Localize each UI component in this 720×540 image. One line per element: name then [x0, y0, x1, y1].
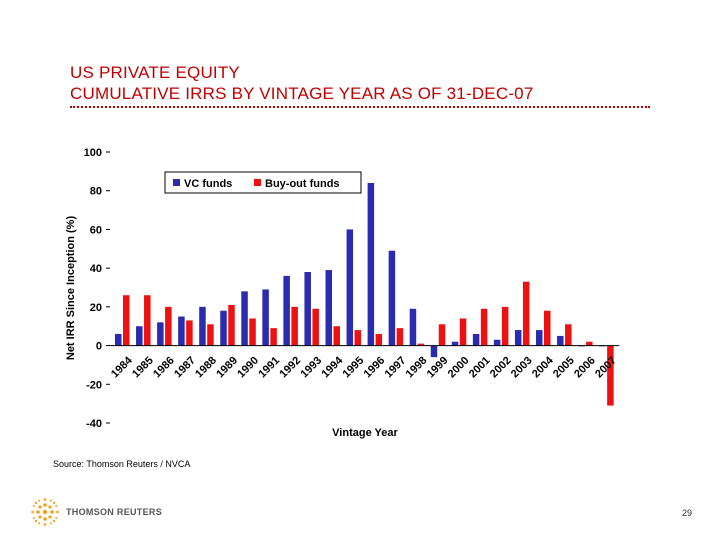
vc-bar-2000: [451, 341, 459, 346]
buyout-bar-1993: [312, 308, 319, 346]
vc-bar-2001: [472, 333, 480, 346]
vc-bar-2002: [493, 339, 501, 346]
x-tick-label-2005: 2005: [551, 355, 577, 381]
buyout-bar-1990: [249, 318, 256, 346]
buyout-bar-1986: [165, 306, 172, 346]
thomson-reuters-logo: THOMSON REUTERS: [30, 497, 162, 527]
vc-bar-1994: [325, 270, 332, 346]
buyout-bar-1992: [291, 306, 298, 346]
vc-bar-2003: [514, 330, 522, 346]
buyout-bar-2000: [459, 318, 467, 346]
buyout-bar-1989: [228, 304, 235, 346]
buyout-bar-1997: [396, 328, 404, 346]
x-tick-label-2003: 2003: [509, 355, 535, 381]
source-note: Source: Thomson Reuters / NVCA: [53, 459, 191, 469]
x-tick-label-2004: 2004: [530, 354, 556, 380]
buyout-bar-1985: [144, 295, 151, 346]
x-tick-label-1989: 1989: [214, 355, 240, 381]
y-tick-label: 40: [90, 263, 102, 275]
title-line-2: CUMULATIVE IRRS BY VINTAGE YEAR AS OF 31…: [70, 84, 534, 103]
vc-bar-1984: [115, 333, 122, 346]
y-tick-label: -40: [86, 418, 102, 430]
buyout-bar-2006: [586, 341, 593, 346]
x-tick-label-2002: 2002: [488, 355, 514, 381]
x-tick-label-1999: 1999: [425, 355, 451, 381]
page-number: 29: [681, 508, 692, 518]
buyout-bar-2002: [501, 306, 509, 346]
buyout-bar-1991: [270, 328, 277, 346]
buyout-bar-1999: [438, 324, 446, 346]
vc-bar-1987: [178, 316, 185, 346]
legend-label-vc: VC funds: [184, 178, 232, 190]
y-tick-label: -20: [86, 379, 102, 391]
buyout-bar-1995: [354, 330, 362, 346]
y-tick-label: 0: [96, 341, 102, 353]
vc-bar-1992: [283, 275, 290, 346]
page-title: US PRIVATE EQUITY CUMULATIVE IRRS BY VIN…: [70, 62, 534, 104]
vc-bar-1998: [409, 308, 417, 346]
y-tick-label: 80: [90, 186, 102, 198]
buyout-bar-1996: [375, 333, 383, 346]
vc-bar-2004: [536, 330, 543, 346]
x-tick-label-2006: 2006: [572, 355, 598, 381]
vc-bar-1995: [346, 229, 354, 346]
x-tick-label-1995: 1995: [341, 355, 367, 381]
y-tick-label: 20: [90, 302, 102, 314]
buyout-bar-2007: [607, 345, 614, 406]
x-tick-label-2000: 2000: [446, 355, 472, 381]
buyout-bar-1988: [207, 324, 214, 346]
y-tick-label: 100: [84, 147, 102, 159]
y-axis-title: Net IRR Since Inception (%): [65, 216, 77, 361]
x-tick-label-1985: 1985: [130, 355, 156, 381]
vc-bar-1988: [199, 306, 206, 346]
title-line-1: US PRIVATE EQUITY: [70, 63, 240, 82]
buyout-bar-2001: [480, 308, 488, 346]
x-tick-label-1990: 1990: [235, 355, 261, 381]
x-axis-title: Vintage Year: [332, 427, 398, 439]
x-tick-label-1997: 1997: [383, 355, 409, 381]
vc-bar-1989: [220, 310, 227, 346]
legend-swatch-vc: [173, 179, 180, 186]
vc-bar-1991: [262, 289, 269, 346]
vc-bar-1990: [241, 291, 248, 346]
vc-bar-1996: [367, 182, 375, 346]
y-tick-label: 60: [90, 224, 102, 236]
x-tick-label-1991: 1991: [256, 355, 282, 381]
x-tick-label-1988: 1988: [193, 355, 219, 381]
legend-label-buyout: Buy-out funds: [265, 178, 340, 190]
legend-box: [164, 171, 362, 194]
vc-bar-1999: [430, 345, 438, 358]
buyout-bar-1998: [417, 343, 425, 346]
x-tick-label-2001: 2001: [467, 355, 493, 381]
title-divider: [70, 106, 650, 108]
buyout-bar-1994: [333, 326, 340, 346]
buyout-bar-1984: [123, 295, 130, 346]
buyout-bar-2004: [544, 310, 551, 346]
vc-bar-2005: [557, 335, 564, 346]
x-tick-label-1987: 1987: [172, 355, 198, 381]
vc-bar-1986: [157, 322, 164, 346]
buyout-bar-2005: [565, 324, 572, 346]
reuters-dots-icon: [31, 498, 59, 526]
vc-bar-1997: [388, 250, 396, 346]
x-tick-label-1992: 1992: [277, 355, 303, 381]
x-tick-label-1994: 1994: [319, 354, 345, 380]
x-tick-label-1998: 1998: [404, 355, 430, 381]
buyout-bar-1987: [186, 320, 193, 346]
x-tick-label-1986: 1986: [151, 355, 177, 381]
x-tick-label-1996: 1996: [362, 355, 388, 381]
x-tick-label-1993: 1993: [298, 355, 324, 381]
vc-bar-1993: [304, 272, 311, 346]
logo-text: THOMSON REUTERS: [66, 507, 163, 517]
vc-bar-1985: [136, 326, 143, 346]
buyout-bar-2003: [522, 281, 530, 346]
x-tick-label-2007: 2007: [593, 355, 619, 381]
x-tick-label-1984: 1984: [109, 354, 135, 380]
legend-swatch-buyout: [254, 179, 261, 186]
